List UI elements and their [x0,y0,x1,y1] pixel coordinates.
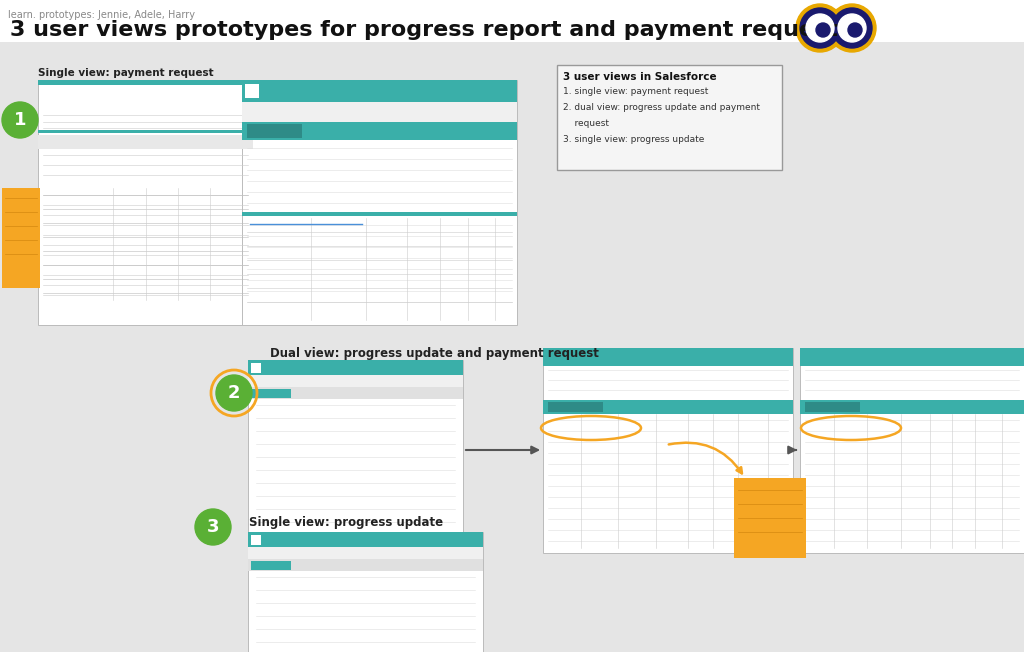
Bar [38,80,253,85]
Circle shape [800,8,840,48]
Text: Single view: payment request: Single view: payment request [38,68,214,78]
Bar [242,122,517,140]
Bar [38,80,253,325]
Text: 1. single view: payment request: 1. single view: payment request [563,87,709,96]
Text: Dual view: progress update and payment request: Dual view: progress update and payment r… [270,347,599,360]
Bar [543,400,793,414]
Text: 2. dual view: progress update and payment: 2. dual view: progress update and paymen… [563,103,760,112]
Bar [543,348,793,366]
Bar [925,402,965,412]
Bar [734,478,806,558]
Text: 1: 1 [13,111,27,129]
Text: learn. prototypes: Jennie, Adele, Harry: learn. prototypes: Jennie, Adele, Harry [8,10,195,20]
Circle shape [816,23,830,37]
Bar [248,360,463,375]
Bar [38,130,253,133]
Bar [248,375,463,387]
Bar [865,402,920,412]
Circle shape [838,14,866,42]
Bar [247,124,302,138]
Text: 2: 2 [227,384,241,402]
Text: 3: 3 [207,518,219,536]
Circle shape [806,14,834,42]
Text: 3 user views in Salesforce: 3 user views in Salesforce [563,72,717,82]
Bar [548,402,603,412]
Bar [242,80,517,325]
Bar [242,102,517,122]
Bar [668,402,708,412]
Bar [557,65,782,170]
Bar [800,400,1024,414]
Text: request: request [563,119,609,128]
Bar [970,402,995,412]
Bar [0,0,1024,42]
Text: Single view: progress update: Single view: progress update [249,516,443,529]
Bar [2,188,40,288]
Bar [248,360,463,540]
Bar [248,559,483,571]
Bar [251,535,261,545]
Bar [242,80,517,102]
Bar [713,402,738,412]
Circle shape [2,102,38,138]
Circle shape [831,8,872,48]
Bar [805,402,860,412]
Bar [800,348,1024,553]
Bar [245,84,259,98]
Text: 3 user views prototypes for progress report and payment request: 3 user views prototypes for progress rep… [10,20,838,40]
Circle shape [848,23,862,37]
Circle shape [828,4,876,52]
Bar [608,402,663,412]
Bar [38,135,253,149]
Bar [242,212,517,216]
Bar [800,348,1024,366]
Bar [248,532,483,652]
Bar [248,387,463,399]
Circle shape [195,509,231,545]
Bar [743,402,773,412]
Bar [543,348,793,553]
Circle shape [796,4,844,52]
Bar [251,363,261,373]
Bar [251,561,291,570]
Text: 3. single view: progress update: 3. single view: progress update [563,135,705,144]
Bar [248,547,483,559]
Bar [248,532,483,547]
Circle shape [216,375,252,411]
Bar [251,389,291,398]
Bar [1000,402,1024,412]
